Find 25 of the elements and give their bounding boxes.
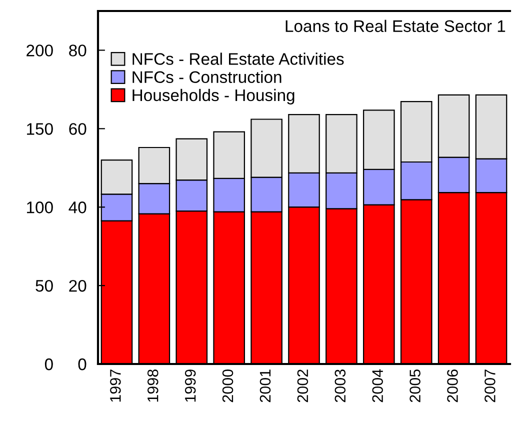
x-tick-label: 2004	[372, 369, 384, 402]
x-tick-label: 2003	[334, 370, 346, 402]
x-tick-label: 2007	[484, 370, 496, 402]
y2-tick-label: 150	[27, 123, 53, 135]
legend-label: Households - Housing	[132, 88, 294, 104]
y-tick-label: 20	[69, 280, 86, 292]
y-tick-label: 0	[78, 358, 86, 370]
y-tick-label: 40	[68, 202, 86, 214]
x-tick-label: 1998	[147, 370, 158, 402]
x-tick-label: 2000	[222, 369, 234, 402]
x-tick-label: 1999	[184, 370, 196, 402]
y2-tick-label: 0	[44, 358, 53, 370]
chart-title: Loans to Real Estate Sector 1	[286, 20, 506, 32]
x-tick-label: 2006	[447, 370, 458, 402]
x-tick-label: 1997	[110, 370, 121, 402]
y2-tick-label: 200	[26, 44, 53, 56]
x-tick-label: 2005	[410, 370, 420, 402]
x-tick-label: 2001	[260, 370, 271, 402]
y-tick-label: 60	[69, 123, 86, 135]
x-tick-label: 2002	[297, 370, 308, 402]
y2-tick-label: 50	[36, 280, 53, 292]
legend-label: NFCs - Real Estate Activities	[132, 52, 344, 65]
y2-tick-label: 100	[27, 202, 53, 214]
legend-label: NFCs - Construction	[132, 70, 282, 84]
y-tick-label: 80	[69, 44, 86, 56]
